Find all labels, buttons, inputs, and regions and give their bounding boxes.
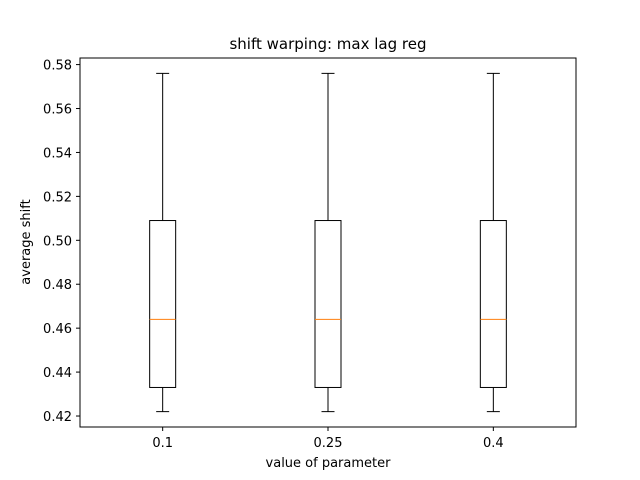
x-tick-label: 0.25	[314, 436, 343, 451]
box-iqr	[314, 220, 342, 388]
y-tick-label: 0.56	[43, 103, 72, 118]
y-tick-label: 0.46	[43, 322, 72, 337]
box-2	[479, 72, 507, 413]
boxes	[149, 72, 507, 413]
y-tick-label: 0.42	[43, 410, 72, 425]
x-axis: 0.1 0.25 0.4	[152, 427, 504, 451]
y-axis: 0.42 0.44 0.46 0.48 0.50 0.52 0.54 0.56 0.58	[43, 59, 80, 425]
x-tick-label: 0.4	[483, 436, 504, 451]
chart-title: shift warping: max lag reg	[229, 35, 426, 53]
box-0	[149, 72, 177, 413]
box-iqr	[479, 220, 507, 388]
box-iqr	[149, 220, 177, 388]
y-tick-label: 0.58	[43, 59, 72, 74]
y-tick-label: 0.48	[43, 278, 72, 293]
y-tick-label: 0.54	[43, 146, 72, 161]
box-1	[314, 72, 342, 413]
y-tick-label: 0.44	[43, 366, 72, 381]
y-axis-label: average shift	[19, 199, 34, 284]
x-axis-label: value of parameter	[266, 456, 392, 471]
x-tick-label: 0.1	[152, 436, 173, 451]
y-tick-label: 0.52	[43, 190, 72, 205]
y-tick-label: 0.50	[43, 234, 72, 249]
